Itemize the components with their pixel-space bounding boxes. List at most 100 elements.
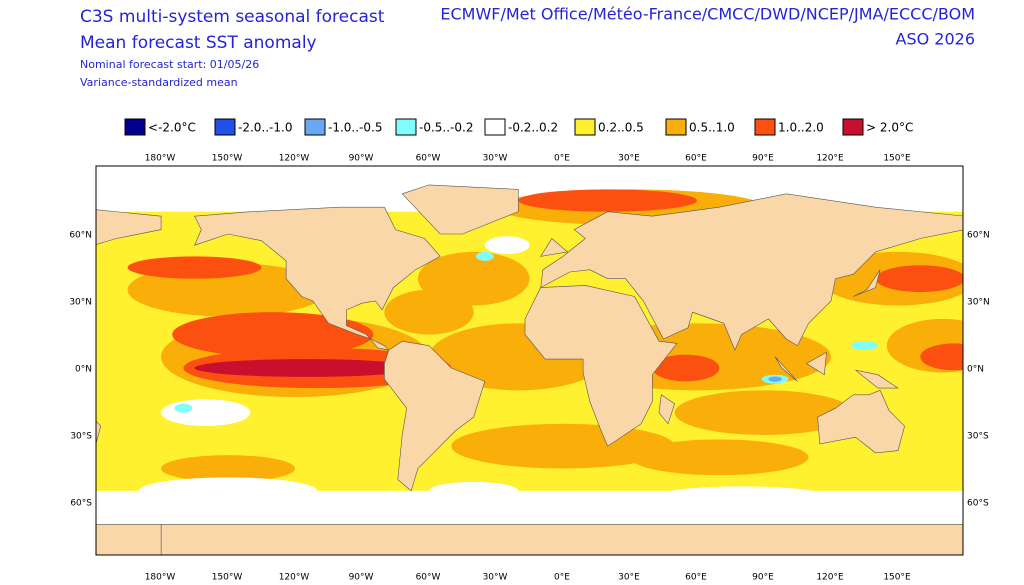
legend-swatch (124, 118, 146, 136)
legend-label: <-2.0°C (148, 121, 196, 135)
map (3, 166, 963, 555)
land (817, 389, 905, 454)
longitude-label: 120°W (279, 154, 310, 164)
longitude-label: 120°E (816, 573, 844, 583)
legend-label: 0.5..1.0 (689, 121, 735, 135)
legend-label: 1.0..2.0 (778, 121, 824, 135)
latitude-label: 60°N (69, 231, 92, 241)
land (96, 209, 162, 245)
anomaly-region (920, 343, 963, 371)
longitude-label: 0°E (554, 573, 570, 583)
neutral-region (484, 236, 530, 255)
anomaly-region (384, 289, 474, 335)
land (194, 206, 441, 351)
note: Variance-standardized mean (80, 76, 238, 89)
longitude-label: 0°E (554, 154, 570, 164)
cool-region (475, 251, 494, 261)
legend-label: -0.5..-0.2 (419, 121, 473, 135)
land (96, 420, 102, 445)
longitude-label: 90°W (349, 154, 374, 164)
longitude-label: 150°W (212, 573, 243, 583)
longitude-label: 30°E (618, 154, 640, 164)
land (401, 184, 519, 235)
note: Nominal forecast start: 01/05/26 (80, 58, 259, 71)
legend-swatch (304, 118, 326, 136)
longitude-label: 180°W (145, 573, 176, 583)
anomaly-region (875, 265, 963, 293)
cool-core (768, 376, 782, 382)
anomaly-core (194, 359, 418, 377)
longitude-label: 30°W (483, 154, 508, 164)
title: C3S multi-system seasonal forecast (80, 7, 385, 27)
anomaly-region (674, 390, 854, 435)
latitude-label: 30°S (967, 432, 989, 442)
neutral-region (429, 481, 519, 500)
land (658, 394, 675, 425)
land (855, 369, 899, 389)
longitude-label: 60°E (685, 154, 707, 164)
latitude-label: 30°N (967, 298, 990, 308)
legend-label: -0.2..0.2 (508, 121, 558, 135)
land (805, 351, 827, 376)
land (49, 270, 76, 297)
legend-label: > 2.0°C (866, 121, 913, 135)
legend-swatch (395, 118, 417, 136)
legend-swatch (484, 118, 506, 136)
map-frame (95, 165, 964, 556)
cool-region (851, 341, 878, 351)
anomaly-region (127, 256, 262, 279)
latitude-label: 0°N (75, 365, 92, 375)
latitude-label: 30°S (70, 432, 92, 442)
land (540, 238, 569, 257)
legend-label: -1.0..-0.5 (328, 121, 382, 135)
longitude-label: 60°E (685, 573, 707, 583)
legend-swatch (574, 118, 596, 136)
land (774, 356, 798, 382)
neutral-region (138, 477, 318, 505)
legend-label: -2.0..-1.0 (238, 121, 292, 135)
legend-swatch (214, 118, 236, 136)
longitude-label: 150°E (883, 154, 911, 164)
land (524, 285, 678, 447)
latitude-label: 60°S (967, 499, 989, 509)
longitude-label: 120°E (816, 154, 844, 164)
subtitle: Mean forecast SST anomaly (80, 33, 317, 53)
anomaly-region (161, 455, 296, 482)
anomaly-region (518, 189, 697, 212)
legend-swatch (665, 118, 687, 136)
neutral-region (652, 486, 831, 509)
longitude-label: 150°E (883, 573, 911, 583)
longitude-label: 30°E (618, 573, 640, 583)
latitude-label: 30°N (69, 298, 92, 308)
neutral-region (161, 399, 251, 427)
latitude-label: 60°S (70, 499, 92, 509)
longitude-label: 30°W (483, 573, 508, 583)
longitude-label: 180°W (145, 154, 176, 164)
longitude-label: 90°W (349, 573, 374, 583)
land (96, 524, 162, 555)
longitude-label: 120°W (279, 573, 310, 583)
cool-region (174, 403, 193, 413)
land (540, 193, 963, 351)
anomaly-region (172, 312, 374, 357)
longitude-label: 60°W (416, 154, 441, 164)
longitude-label: 60°W (416, 573, 441, 583)
season: ASO 2026 (896, 30, 976, 49)
land (384, 340, 486, 492)
longitude-label: 150°W (212, 154, 243, 164)
anomaly-region (652, 354, 720, 382)
anomaly-region (629, 439, 809, 476)
legend-label: 0.2..0.5 (598, 121, 644, 135)
legend-swatch (754, 118, 776, 136)
land (853, 269, 881, 297)
legend: <-2.0°C -2.0..-1.0 -1.0..-0.5 -0.5..-0.2 -0.… (124, 118, 913, 136)
longitude-label: 90°E (752, 573, 774, 583)
systems: ECMWF/Met Office/Météo-France/CMCC/DWD/N… (440, 5, 975, 24)
land (160, 524, 963, 555)
land (3, 352, 23, 374)
latitude-label: 60°N (967, 231, 990, 241)
latitude-label: 0°N (967, 365, 984, 375)
longitude-label: 90°E (752, 154, 774, 164)
legend-swatch (842, 118, 864, 136)
